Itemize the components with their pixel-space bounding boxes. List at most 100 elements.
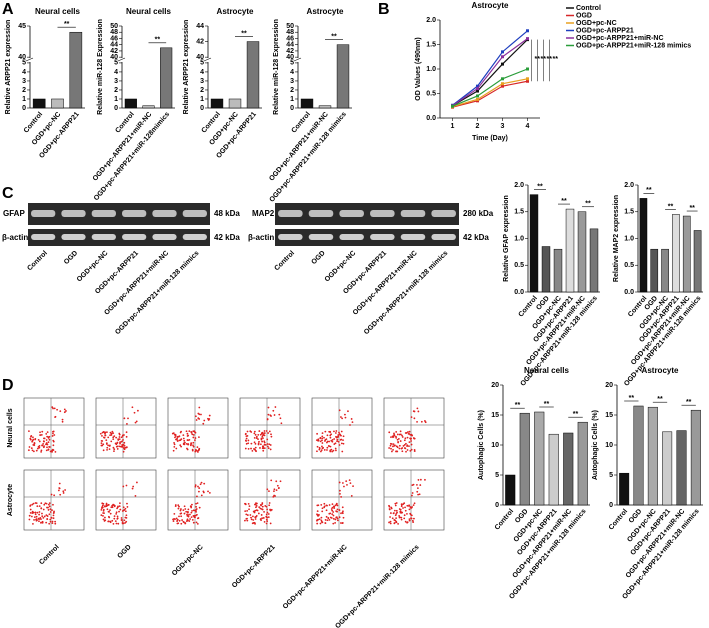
- flow-dot: [266, 488, 269, 491]
- blot-left: GFAP β-actin 48 kDa 42 kDa: [2, 203, 240, 246]
- blot-band: [370, 234, 395, 240]
- flow-dot: [48, 502, 51, 505]
- flow-dot: [105, 443, 108, 445]
- flow-dot: [406, 444, 409, 447]
- flow-dot: [113, 515, 116, 518]
- axis-break: [117, 57, 126, 62]
- flow-dot: [350, 418, 353, 420]
- flow-dot: [31, 503, 34, 506]
- flow-dot: [316, 504, 319, 507]
- flow-dot: [267, 406, 270, 409]
- flow-dot: [32, 450, 35, 453]
- lane-label: OGD+pc-NC: [324, 250, 358, 284]
- flow-dot: [108, 516, 111, 519]
- flow-dot: [42, 437, 45, 440]
- flow-dot: [265, 430, 268, 432]
- flow-dot: [177, 504, 180, 507]
- flow-dot: [109, 509, 111, 511]
- flow-dot: [257, 438, 259, 441]
- flow-dot: [120, 445, 123, 448]
- blot-strip: [275, 203, 459, 225]
- flow-dot: [41, 521, 44, 524]
- flow-dot: [332, 517, 335, 520]
- flow-dot: [324, 522, 327, 525]
- flow-dot: [342, 439, 344, 442]
- bar: [210, 98, 224, 109]
- x-tick-label: 2: [476, 123, 480, 130]
- flow-dot: [194, 450, 197, 453]
- marker: [501, 77, 504, 81]
- flow-dot: [182, 509, 185, 512]
- flow-dot: [190, 506, 193, 509]
- flow-dot: [32, 436, 34, 439]
- flow-dot: [108, 448, 111, 451]
- flow-dot: [46, 506, 48, 509]
- flow-dot: [54, 522, 57, 525]
- flow-dot: [125, 435, 128, 438]
- flow-dot: [107, 510, 110, 513]
- flow-dot: [183, 439, 186, 442]
- row-label: Neural cells: [7, 408, 14, 447]
- flow-dot: [409, 450, 412, 452]
- flow-dot: [270, 433, 272, 436]
- flow-dot: [42, 516, 45, 519]
- flow-dot: [115, 522, 118, 525]
- blot-strip: [28, 203, 210, 225]
- blot-band: [61, 210, 86, 217]
- flow-dot: [336, 519, 339, 522]
- flow-dot: [61, 420, 64, 423]
- bar: [142, 105, 155, 109]
- flow-dot: [334, 518, 337, 521]
- flow-dot: [43, 445, 46, 448]
- flow-dot: [202, 491, 205, 494]
- flow-dot: [264, 443, 267, 446]
- flow-dot: [250, 447, 252, 450]
- flow-dot: [250, 431, 253, 433]
- flow-dot: [345, 480, 348, 483]
- flow-dot: [334, 521, 337, 524]
- x-tick-label: 3: [501, 123, 505, 130]
- flow-dot: [339, 433, 342, 436]
- flow-dot: [260, 438, 263, 441]
- flow-dot: [320, 520, 323, 523]
- marker: [501, 50, 504, 54]
- flow-dot: [107, 520, 110, 523]
- bar: [300, 98, 314, 109]
- flow-dot: [331, 506, 334, 509]
- y-tick-label: 10: [491, 442, 499, 449]
- flow-dot: [390, 447, 392, 450]
- flow-dot: [52, 440, 55, 443]
- flow-dot: [102, 514, 104, 517]
- flow-dot: [253, 448, 256, 451]
- flow-dot: [320, 516, 323, 519]
- significance-label: **: [64, 21, 70, 28]
- flow-dot: [61, 418, 64, 421]
- flow-dot: [54, 450, 57, 453]
- flow-dot: [321, 439, 323, 442]
- flow-dot: [403, 439, 406, 442]
- y-tick-label: 5: [495, 472, 499, 479]
- y-tick-label: 42: [110, 48, 118, 55]
- y-tick-label: 3: [290, 78, 294, 85]
- blot-kda: 42 kDa: [463, 233, 489, 242]
- flow-dot: [35, 519, 38, 522]
- flow-dot: [278, 413, 281, 416]
- flow-dot: [258, 430, 261, 432]
- flow-dot: [195, 509, 197, 511]
- flow-dot: [40, 507, 43, 510]
- bar: [633, 405, 644, 506]
- flow-dot: [177, 507, 180, 510]
- flow-dot: [192, 433, 195, 436]
- flow-dot: [247, 447, 250, 450]
- flow-dot: [195, 419, 198, 421]
- marker: [501, 82, 504, 86]
- flow-dot: [398, 516, 401, 519]
- flow-dot: [326, 440, 329, 443]
- flow-dot: [105, 502, 108, 505]
- flow-dot: [394, 519, 397, 522]
- flow-dot: [101, 504, 104, 507]
- flow-dot: [116, 517, 119, 520]
- flow-dot: [196, 513, 198, 516]
- flow-dot: [196, 495, 198, 498]
- flow-dot: [404, 509, 407, 512]
